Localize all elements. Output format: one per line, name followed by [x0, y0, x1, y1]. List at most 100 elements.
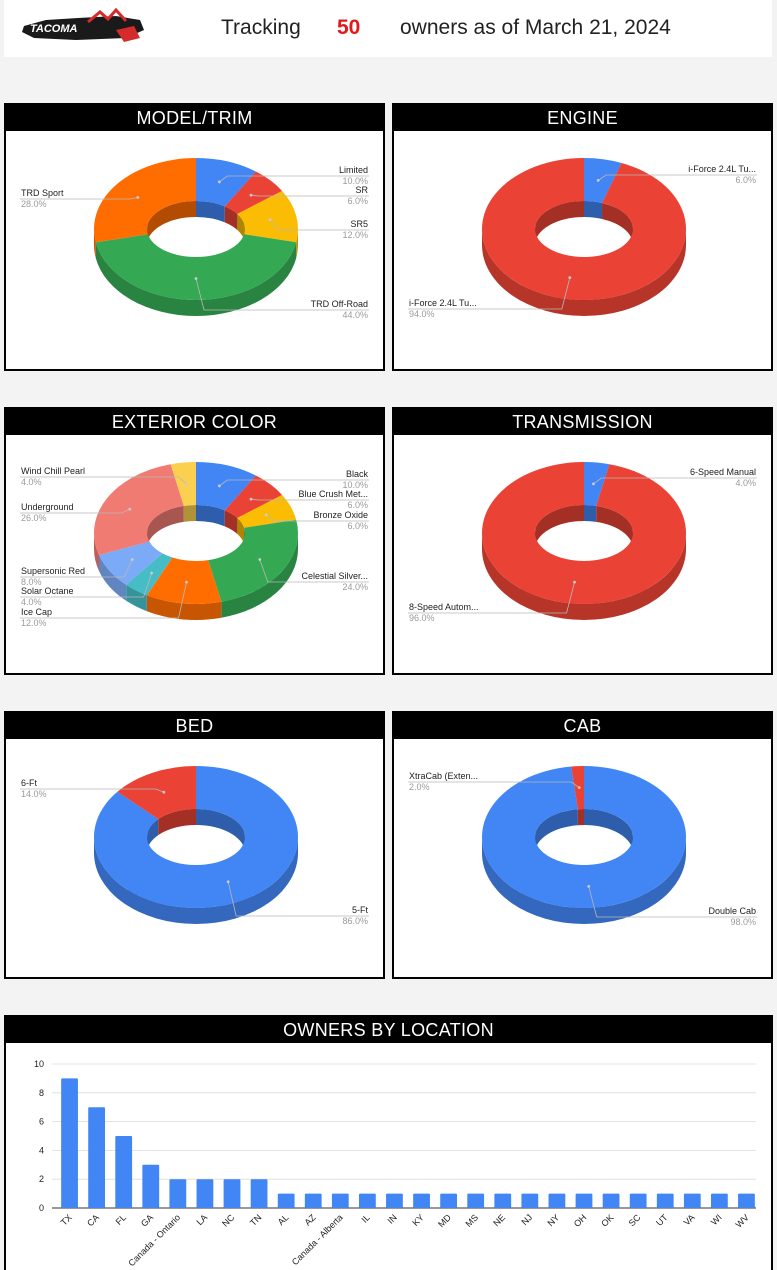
x-tick-label: VA: [682, 1212, 697, 1227]
leader-dot: [185, 580, 188, 584]
pie-slice-celestial-silver-3[interactable]: [208, 519, 298, 602]
slice-label: TRD Sport: [21, 188, 64, 198]
bar-md[interactable]: [440, 1193, 458, 1208]
bar-wv[interactable]: [738, 1193, 755, 1208]
bed-panel: BED 5-Ft 86.0% 6-Ft 14.0%: [4, 711, 385, 979]
bar-il[interactable]: [358, 1193, 376, 1208]
pie-inner-double-cab: [535, 809, 578, 853]
pie-side-sr5: [296, 229, 299, 259]
leader-dot: [587, 885, 591, 888]
model-trim-title: MODEL/TRIM: [6, 105, 383, 131]
bar-ny[interactable]: [548, 1193, 566, 1208]
x-tick-label: KY: [410, 1212, 426, 1228]
svg-text:TACOMA: TACOMA: [30, 23, 78, 35]
headline: Tracking 50 owners as of March 21, 2024: [4, 0, 772, 57]
pie-slice-6-speed-manual-0[interactable]: [584, 462, 610, 506]
bar-ne[interactable]: [494, 1193, 512, 1208]
pie-slice-i-force-2-4l-tu-1[interactable]: [482, 158, 686, 300]
pie-slice-underground-7[interactable]: [94, 464, 184, 555]
y-tick-label: 8: [39, 1088, 44, 1098]
leader-dot: [268, 218, 272, 222]
headline-suffix: owners as of March 21, 2024: [400, 16, 671, 39]
pie-inner-trd-sport: [147, 201, 196, 245]
bar-az[interactable]: [304, 1193, 322, 1208]
slice-percent: 96.0%: [409, 613, 435, 623]
bar-tn[interactable]: [250, 1179, 268, 1208]
x-tick-label: TX: [59, 1212, 74, 1227]
x-tick-label: NC: [220, 1212, 237, 1229]
bar-tx[interactable]: [61, 1078, 78, 1208]
slice-percent: 14.0%: [21, 789, 47, 799]
pie-slice-8-speed-autom-1[interactable]: [482, 462, 686, 604]
bar-ga[interactable]: [142, 1164, 160, 1208]
pie-side-ice-cap: [146, 595, 222, 620]
pie-slice-5-ft-0[interactable]: [93, 766, 298, 908]
bar-ca[interactable]: [88, 1107, 106, 1208]
y-tick-label: 6: [39, 1117, 44, 1127]
leader-dot: [568, 276, 572, 280]
x-tick-label: GA: [139, 1212, 155, 1228]
pie-slice-limited-0[interactable]: [196, 158, 256, 207]
pie-slice-wind-chill-pearl-8[interactable]: [170, 462, 196, 506]
tacoma-logo[interactable]: TACOMA: [16, 8, 148, 46]
slice-percent: 10.0%: [342, 480, 368, 490]
bar-sc[interactable]: [629, 1193, 647, 1208]
pie-slice-ice-cap-4[interactable]: [146, 557, 222, 604]
pie-slice-bronze-oxide-2[interactable]: [237, 494, 297, 528]
pie-slice-trd-off-road-3[interactable]: [95, 234, 297, 300]
pie-slice-solar-octane-5[interactable]: [126, 553, 173, 596]
leader-dot: [249, 497, 253, 501]
bar-ut[interactable]: [656, 1193, 674, 1208]
pie-slice-i-force-2-4l-tu-0[interactable]: [584, 158, 622, 203]
slice-label: 5-Ft: [352, 905, 369, 915]
bar-oh[interactable]: [575, 1193, 593, 1208]
bar-fl[interactable]: [115, 1136, 133, 1208]
slice-label: Black: [346, 469, 369, 479]
leader-dot: [573, 580, 576, 584]
pie-inner-8-speed-autom: [596, 505, 633, 549]
slice-label: i-Force 2.4L Tu...: [688, 164, 756, 174]
model-trim-panel: MODEL/TRIM Limited 10.0% SR 6.0% SR5 12.0% TRD…: [4, 103, 385, 371]
bar-nc[interactable]: [223, 1179, 241, 1208]
bar-ms[interactable]: [467, 1193, 485, 1208]
leader-dot: [130, 558, 134, 561]
pie-slice-xtracab-exten-1[interactable]: [571, 766, 584, 810]
pie-slice-blue-crush-met-1[interactable]: [224, 475, 283, 518]
slice-percent: 2.0%: [409, 782, 430, 792]
bar-wi[interactable]: [710, 1193, 728, 1208]
leader-line: [259, 559, 369, 583]
bar-canada-ontario[interactable]: [169, 1179, 187, 1208]
x-tick-label: TN: [248, 1212, 264, 1228]
slice-percent: 44.0%: [342, 310, 368, 320]
pie-slice-sr-1[interactable]: [224, 171, 283, 214]
pie-slice-black-0[interactable]: [196, 462, 256, 511]
bar-in[interactable]: [386, 1193, 403, 1208]
bar-ok[interactable]: [602, 1193, 620, 1208]
bar-nj[interactable]: [521, 1193, 539, 1208]
pie-slice-6-ft-1[interactable]: [117, 766, 196, 820]
slice-label: Supersonic Red: [21, 566, 85, 576]
bar-va[interactable]: [683, 1193, 701, 1208]
pie-side-8-speed-autom: [482, 533, 686, 620]
bar-canada-alberta[interactable]: [331, 1193, 349, 1208]
leader-dot: [136, 196, 140, 199]
pie-slice-double-cab-0[interactable]: [482, 766, 686, 908]
bar-al[interactable]: [277, 1193, 295, 1208]
slice-percent: 6.0%: [347, 500, 368, 510]
slice-percent: 26.0%: [21, 513, 47, 523]
leader-dot: [185, 482, 188, 486]
leader-line: [195, 278, 369, 311]
bar-ky[interactable]: [413, 1193, 430, 1208]
leader-line: [20, 508, 131, 514]
slice-label: TRD Off-Road: [311, 299, 368, 309]
pie-slice-trd-sport-4[interactable]: [93, 158, 196, 243]
pie-side-trd-sport: [94, 229, 96, 259]
pie-inner-bronze-oxide: [237, 517, 245, 544]
x-tick-label: AZ: [302, 1212, 318, 1228]
bar-la[interactable]: [196, 1179, 214, 1208]
pie-slice-sr5-2[interactable]: [237, 190, 299, 243]
engine-title: ENGINE: [394, 105, 771, 131]
slice-label: Bronze Oxide: [313, 510, 368, 520]
